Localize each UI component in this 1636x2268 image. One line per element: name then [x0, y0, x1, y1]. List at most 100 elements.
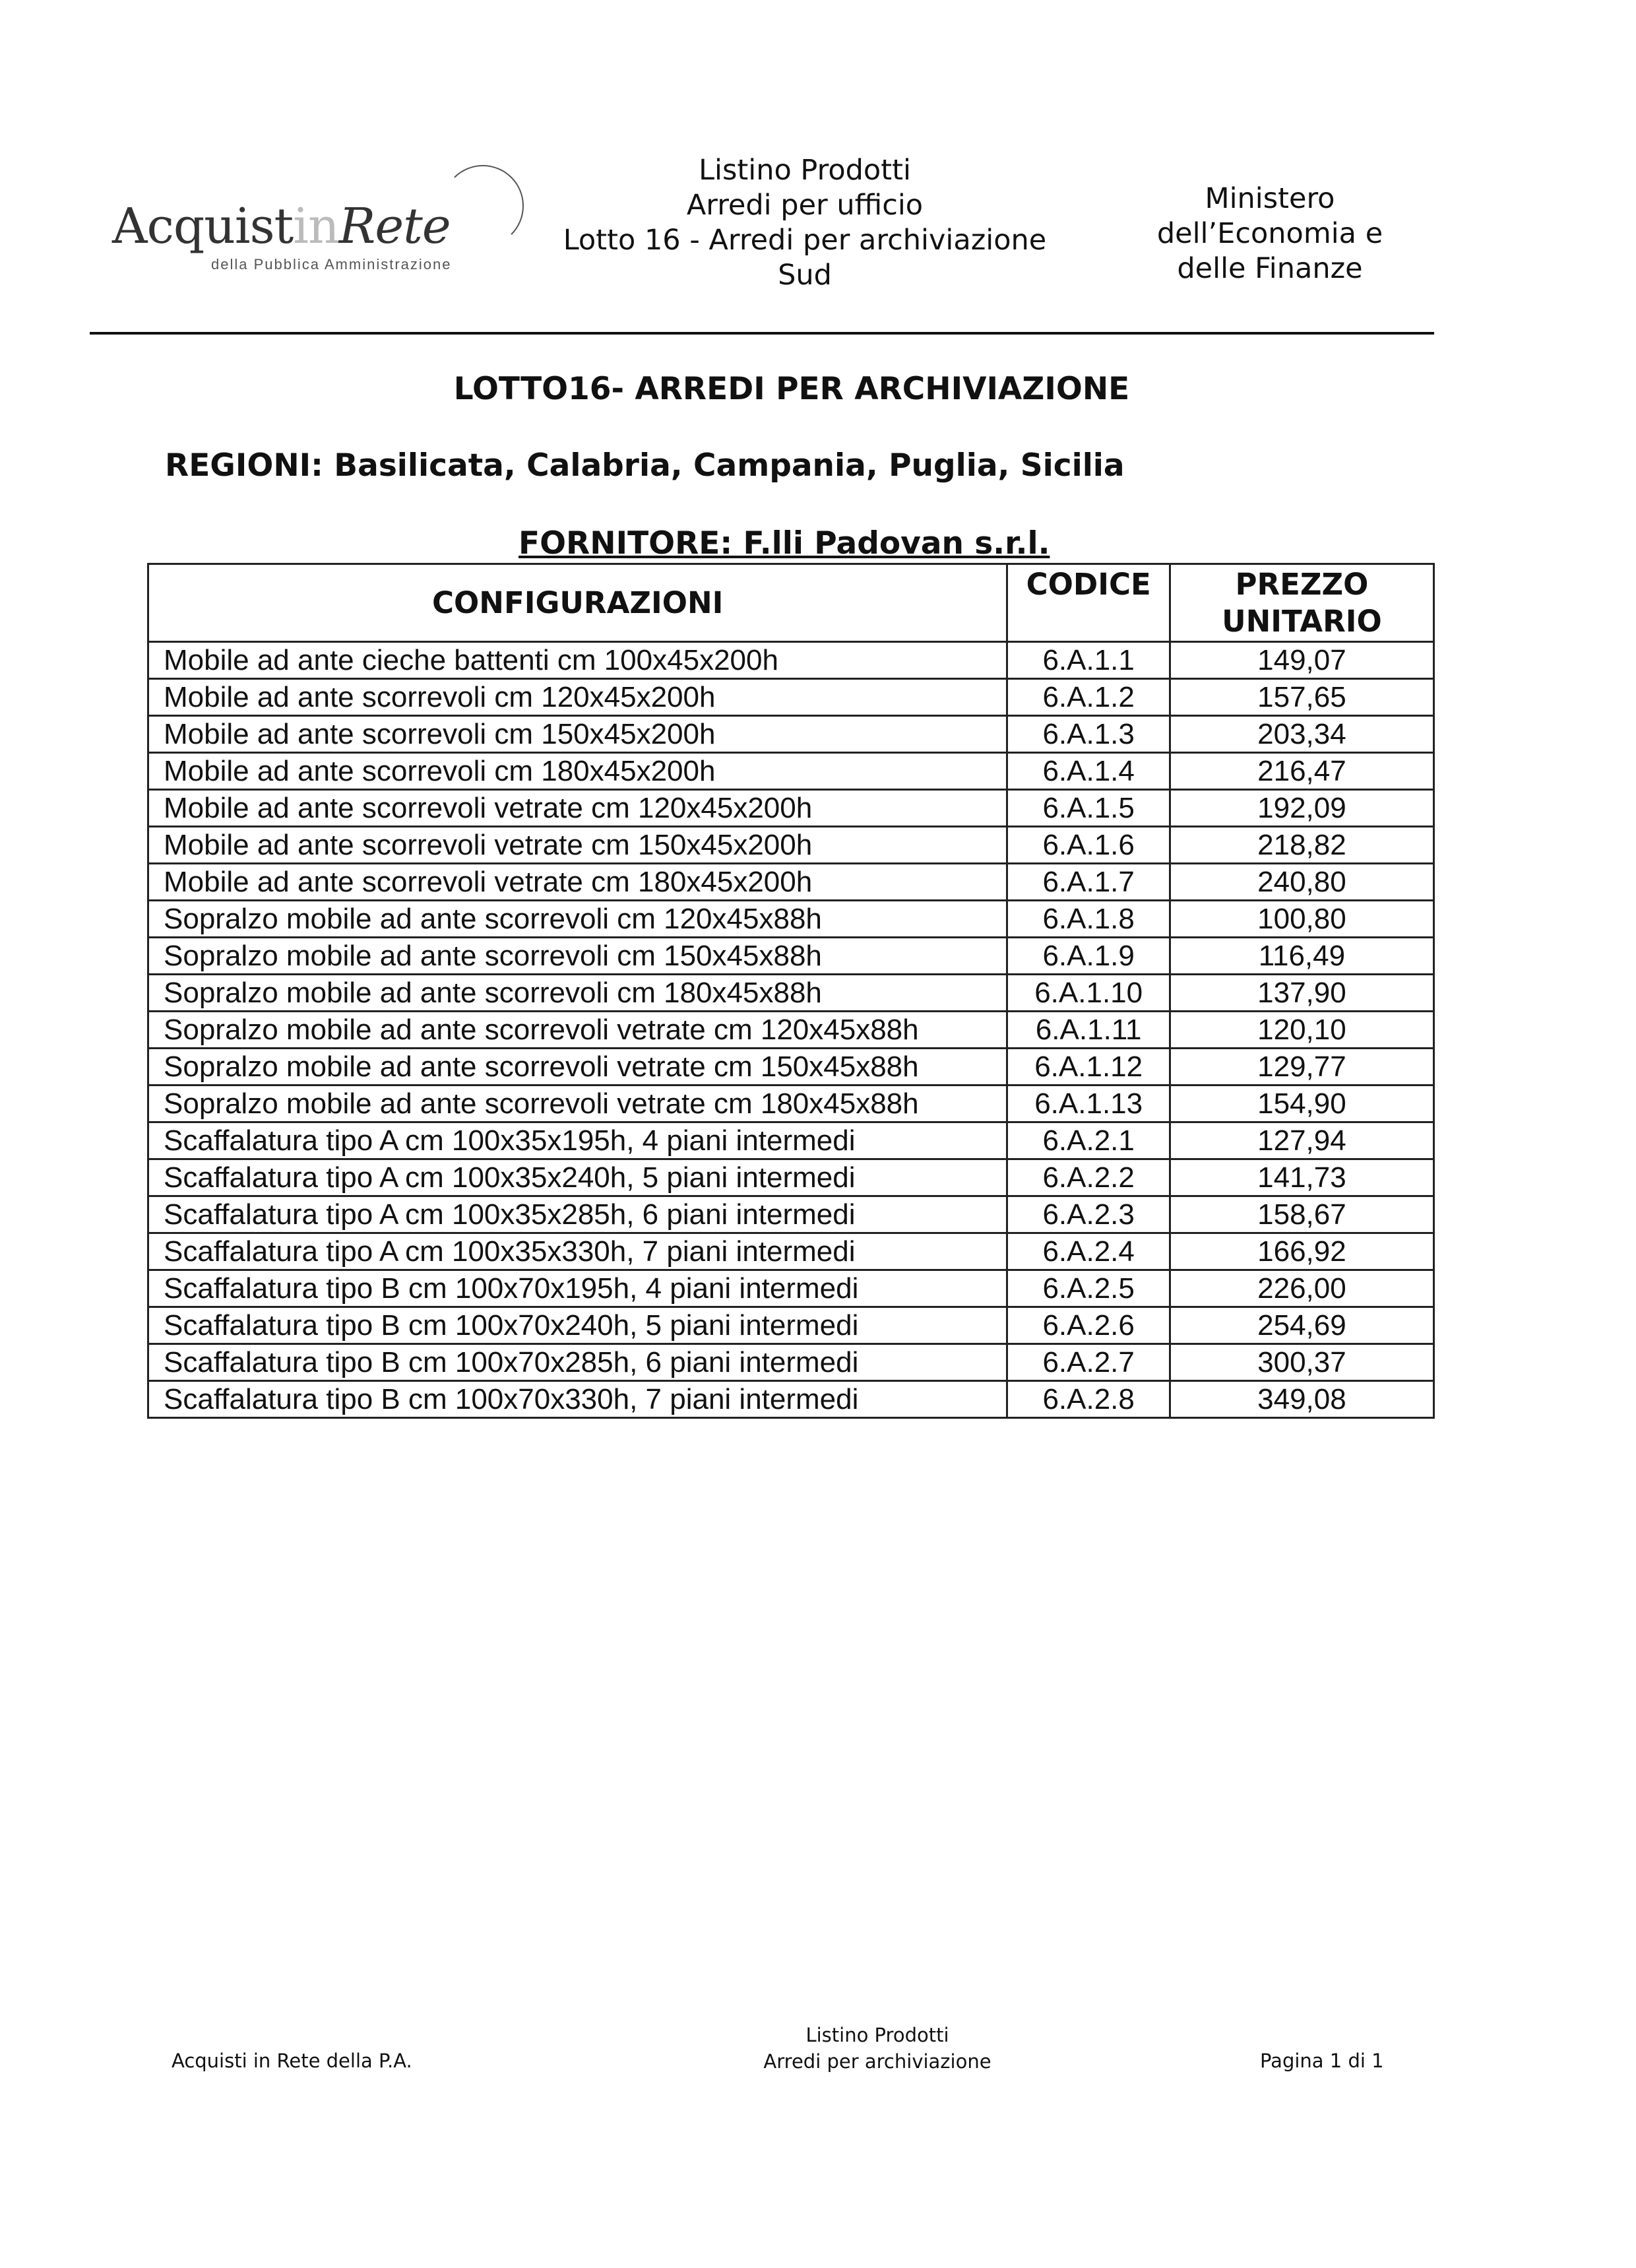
code-cell: 6.A.1.1	[1006, 641, 1171, 680]
code-cell: 6.A.2.5	[1006, 1269, 1171, 1308]
table-row: Sopralzo mobile ad ante scorrevoli cm 15…	[146, 936, 1435, 975]
table-row: Scaffalatura tipo A cm 100x35x285h, 6 pi…	[146, 1195, 1435, 1234]
header-line: Lotto 16 - Arredi per archiviazione	[563, 224, 1047, 257]
price-cell: 254,69	[1168, 1306, 1435, 1345]
code-cell: 6.A.1.4	[1006, 752, 1171, 791]
logo-subtitle: della Pubblica Amministrazione	[211, 256, 452, 273]
table-row: Mobile ad ante scorrevoli cm 180x45x200h…	[146, 752, 1435, 791]
table-row: Scaffalatura tipo B cm 100x70x240h, 5 pi…	[146, 1306, 1435, 1345]
header-divider	[90, 332, 1434, 335]
header-line: Listino Prodotti	[699, 154, 911, 187]
code-cell: 6.A.1.11	[1006, 1010, 1171, 1049]
price-cell: 141,73	[1168, 1158, 1435, 1197]
configuration-cell: Mobile ad ante scorrevoli cm 120x45x200h	[146, 678, 1009, 717]
header-line: Ministero	[1205, 182, 1335, 215]
price-cell: 192,09	[1168, 789, 1435, 827]
ministry-header: Ministero dell’Economia e delle Finanze	[1121, 181, 1418, 286]
table-row: Mobile ad ante scorrevoli vetrate cm 180…	[146, 862, 1435, 901]
configuration-cell: Scaffalatura tipo B cm 100x70x240h, 5 pi…	[146, 1306, 1009, 1345]
code-cell: 6.A.2.6	[1006, 1306, 1171, 1345]
header-codice: CODICE	[1006, 563, 1171, 643]
configuration-cell: Sopralzo mobile ad ante scorrevoli vetra…	[146, 1010, 1009, 1049]
code-cell: 6.A.1.2	[1006, 678, 1171, 717]
table-row: Sopralzo mobile ad ante scorrevoli vetra…	[146, 1047, 1435, 1086]
configuration-cell: Sopralzo mobile ad ante scorrevoli cm 15…	[146, 936, 1009, 975]
price-cell: 203,34	[1168, 715, 1435, 754]
code-cell: 6.A.1.10	[1006, 973, 1171, 1012]
price-cell: 116,49	[1168, 936, 1435, 975]
table-row: Scaffalatura tipo A cm 100x35x330h, 7 pi…	[146, 1232, 1435, 1271]
configuration-cell: Sopralzo mobile ad ante scorrevoli cm 12…	[146, 899, 1009, 938]
configuration-cell: Mobile ad ante scorrevoli vetrate cm 150…	[146, 826, 1009, 864]
header-configurazioni: CONFIGURAZIONI	[146, 563, 1009, 643]
header-line: Arredi per ufficio	[686, 189, 924, 222]
code-cell: 6.A.1.13	[1006, 1084, 1171, 1123]
code-cell: 6.A.2.8	[1006, 1380, 1171, 1419]
table-row: Sopralzo mobile ad ante scorrevoli cm 12…	[146, 899, 1435, 938]
header-line: dell’Economia e	[1156, 217, 1383, 250]
table-row: Mobile ad ante scorrevoli vetrate cm 120…	[146, 789, 1435, 827]
configuration-cell: Mobile ad ante scorrevoli cm 150x45x200h	[146, 715, 1009, 754]
price-cell: 226,00	[1168, 1269, 1435, 1308]
footer-line: Listino Prodotti	[805, 2024, 949, 2046]
code-cell: 6.A.1.12	[1006, 1047, 1171, 1086]
table-row: Scaffalatura tipo A cm 100x35x240h, 5 pi…	[146, 1158, 1435, 1197]
configuration-cell: Sopralzo mobile ad ante scorrevoli vetra…	[146, 1047, 1009, 1086]
footer-line: Arredi per archiviazione	[763, 2050, 991, 2073]
code-cell: 6.A.1.7	[1006, 862, 1171, 901]
configuration-cell: Scaffalatura tipo A cm 100x35x195h, 4 pi…	[146, 1121, 1009, 1160]
table-row: Scaffalatura tipo B cm 100x70x195h, 4 pi…	[146, 1269, 1435, 1308]
price-cell: 216,47	[1168, 752, 1435, 791]
configuration-cell: Scaffalatura tipo A cm 100x35x240h, 5 pi…	[146, 1158, 1009, 1197]
page-title: LOTTO16- ARREDI PER ARCHIVIAZIONE	[453, 371, 1130, 407]
configuration-cell: Mobile ad ante scorrevoli cm 180x45x200h	[146, 752, 1009, 791]
configuration-cell: Mobile ad ante scorrevoli vetrate cm 120…	[146, 789, 1009, 827]
price-cell: 218,82	[1168, 826, 1435, 864]
page-number: Pagina 1 di 1	[1260, 2050, 1384, 2072]
footer-center: Listino Prodotti Arredi per archiviazion…	[679, 2022, 1075, 2075]
price-cell: 240,80	[1168, 862, 1435, 901]
configuration-cell: Mobile ad ante scorrevoli vetrate cm 180…	[146, 862, 1009, 901]
code-cell: 6.A.2.2	[1006, 1158, 1171, 1197]
price-cell: 158,67	[1168, 1195, 1435, 1234]
table-row: Mobile ad ante scorrevoli cm 120x45x200h…	[146, 678, 1435, 717]
configuration-cell: Scaffalatura tipo A cm 100x35x285h, 6 pi…	[146, 1195, 1009, 1234]
price-cell: 137,90	[1168, 973, 1435, 1012]
configuration-cell: Scaffalatura tipo B cm 100x70x195h, 4 pi…	[146, 1269, 1009, 1308]
table-row: Scaffalatura tipo B cm 100x70x330h, 7 pi…	[146, 1380, 1435, 1419]
acquistinrete-logo: AcquistinRete della Pubblica Amministraz…	[112, 165, 524, 284]
price-table: CONFIGURAZIONI CODICE PREZZO UNITARIO Mo…	[146, 563, 1435, 1419]
table-row: Mobile ad ante cieche battenti cm 100x45…	[146, 641, 1435, 680]
code-cell: 6.A.1.3	[1006, 715, 1171, 754]
price-cell: 157,65	[1168, 678, 1435, 717]
configuration-cell: Scaffalatura tipo B cm 100x70x285h, 6 pi…	[146, 1343, 1009, 1382]
table-row: Sopralzo mobile ad ante scorrevoli cm 18…	[146, 973, 1435, 1012]
code-cell: 6.A.2.3	[1006, 1195, 1171, 1234]
price-cell: 166,92	[1168, 1232, 1435, 1271]
header-line: delle Finanze	[1177, 252, 1363, 285]
price-cell: 154,90	[1168, 1084, 1435, 1123]
configuration-cell: Sopralzo mobile ad ante scorrevoli vetra…	[146, 1084, 1009, 1123]
supplier-line: FORNITORE: F.lli Padovan s.r.l.	[519, 525, 1050, 562]
price-cell: 127,94	[1168, 1121, 1435, 1160]
configuration-cell: Scaffalatura tipo B cm 100x70x330h, 7 pi…	[146, 1380, 1009, 1419]
price-cell: 100,80	[1168, 899, 1435, 938]
price-cell: 120,10	[1168, 1010, 1435, 1049]
configuration-cell: Scaffalatura tipo A cm 100x35x330h, 7 pi…	[146, 1232, 1009, 1271]
header-line: Sud	[778, 259, 832, 292]
price-cell: 129,77	[1168, 1047, 1435, 1086]
table-row: Sopralzo mobile ad ante scorrevoli vetra…	[146, 1084, 1435, 1123]
price-cell: 300,37	[1168, 1343, 1435, 1382]
configuration-cell: Sopralzo mobile ad ante scorrevoli cm 18…	[146, 973, 1009, 1012]
code-cell: 6.A.2.7	[1006, 1343, 1171, 1382]
logo-text: AcquistinRete	[112, 198, 451, 255]
code-cell: 6.A.1.5	[1006, 789, 1171, 827]
price-cell: 149,07	[1168, 641, 1435, 680]
configuration-cell: Mobile ad ante cieche battenti cm 100x45…	[146, 641, 1009, 680]
table-row: Sopralzo mobile ad ante scorrevoli vetra…	[146, 1010, 1435, 1049]
code-cell: 6.A.1.6	[1006, 826, 1171, 864]
code-cell: 6.A.1.9	[1006, 936, 1171, 975]
code-cell: 6.A.1.8	[1006, 899, 1171, 938]
table-row: Mobile ad ante scorrevoli vetrate cm 150…	[146, 826, 1435, 864]
document-header-center: Listino Prodotti Arredi per ufficio Lott…	[528, 153, 1082, 293]
